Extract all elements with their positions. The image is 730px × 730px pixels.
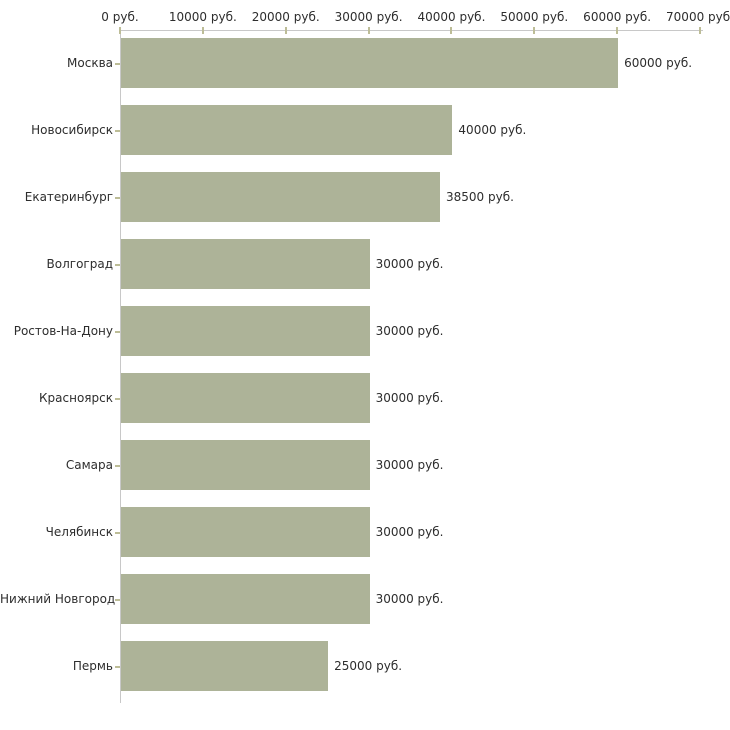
value-label: 60000 руб. [624,56,693,70]
x-axis-tick-mark [699,27,701,34]
category-label: Москва [67,56,113,70]
bar-row: Красноярск 30000 руб. [0,365,730,432]
value-label: 38500 руб. [446,190,514,204]
category-label: Пермь [72,659,113,673]
value-label: 30000 руб. [375,324,444,338]
bar-row: Нижний Новгород 30000 руб. [0,566,730,633]
category-label: Самара [65,458,113,472]
y-axis-tick-mark [115,532,120,534]
x-axis-tick-mark [367,27,370,34]
value-label: 30000 руб. [375,592,444,606]
category-label: Нижний Новгород [0,592,116,606]
x-axis-tick-label: 60000 руб. [583,10,652,24]
bar-row: Ростов-На-Дону 30000 руб. [0,298,730,365]
y-axis-tick-mark [115,599,120,601]
x-axis-tick-mark [533,27,536,34]
value-label: 30000 руб. [375,257,444,271]
y-axis-tick-mark [115,63,120,65]
value-label: 25000 руб. [334,659,403,673]
category-label: Новосибирск [31,123,113,137]
y-axis-tick-mark [115,666,120,668]
y-axis-tick-mark [115,331,120,333]
bar [121,507,370,557]
bar [121,172,440,222]
bar-rows: Москва 60000 руб. Новосибирск 40000 руб. Ека… [0,30,730,700]
category-label: Ростов-На-Дону [13,324,113,338]
value-label: 30000 руб. [375,458,444,472]
bar-row: Самара 30000 руб. [0,432,730,499]
y-axis-tick-mark [115,130,120,132]
bar-row: Челябинск 30000 руб. [0,499,730,566]
x-axis-tick-mark [284,27,287,34]
y-axis-tick-mark [115,465,120,467]
bar-row: Волгоград 30000 руб. [0,231,730,298]
y-axis-tick-mark [115,398,120,400]
y-axis-tick-mark [115,264,120,266]
value-label: 40000 руб. [458,123,527,137]
bar [121,38,619,88]
bar [121,440,370,490]
x-axis-tick-mark [201,27,204,34]
bar-row: Екатеринбург 38500 руб. [0,164,730,231]
bar-row: Москва 60000 руб. [0,30,730,97]
x-axis-tick-label: 30000 руб. [334,10,403,24]
value-label: 30000 руб. [375,525,444,539]
bar [121,373,370,423]
category-label: Волгоград [46,257,113,271]
x-axis-tick-mark [450,27,453,34]
x-axis-tick-label: 70000 руб. [666,10,730,24]
x-axis-tick-mark [616,27,619,34]
bar [121,105,453,155]
bar-row: Пермь 25000 руб. [0,633,730,700]
x-axis-tick-label: 40000 руб. [417,10,486,24]
category-label: Челябинск [45,525,113,539]
x-axis-line [120,30,703,31]
bar [121,641,329,691]
y-axis-tick-mark [115,197,120,199]
y-axis-line [120,30,121,703]
x-axis-tick-labels: 0 руб. 10000 руб. 20000 руб. 30000 руб. 4000… [0,10,730,26]
category-label: Красноярск [39,391,113,405]
x-axis-tick-label: 10000 руб. [168,10,237,24]
x-axis-tick-mark [119,27,121,34]
x-axis-tick-label: 0 руб. [101,10,139,24]
bar [121,239,370,289]
x-axis-tick-label: 50000 руб. [500,10,569,24]
bar [121,306,370,356]
x-axis-tick-label: 20000 руб. [251,10,320,24]
bar [121,574,370,624]
category-label: Екатеринбург [24,190,113,204]
bar-row: Новосибирск 40000 руб. [0,97,730,164]
value-label: 30000 руб. [375,391,444,405]
